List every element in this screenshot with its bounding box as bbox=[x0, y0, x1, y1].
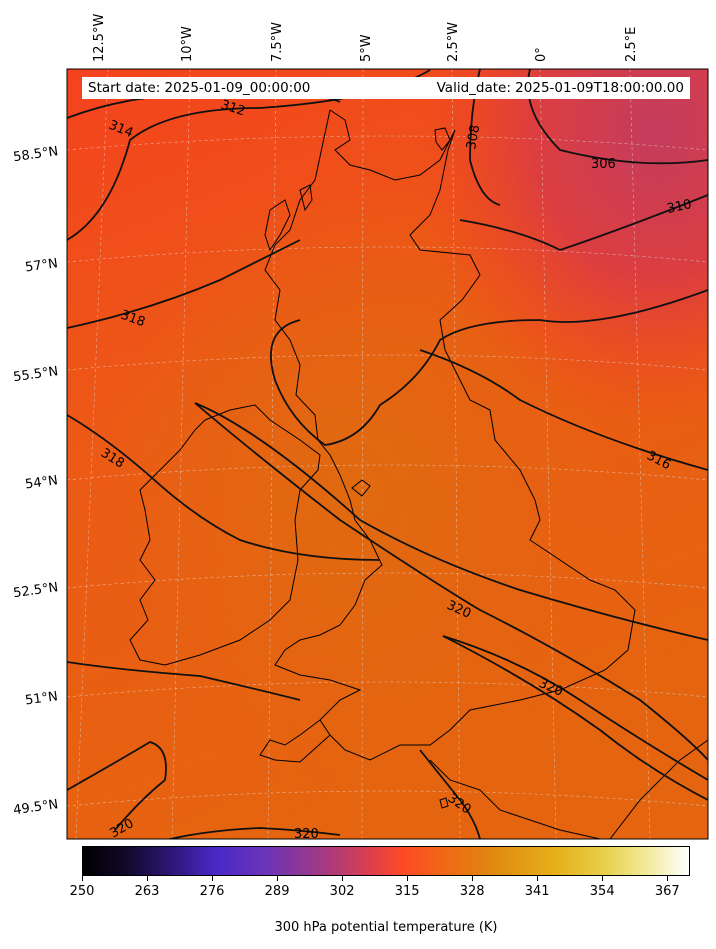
colorbar-tick bbox=[82, 876, 83, 881]
cool-region bbox=[67, 69, 708, 839]
colorbar-label: 300 hPa potential temperature (K) bbox=[274, 920, 498, 935]
longitude-label: 5°W bbox=[359, 34, 374, 62]
contour-310 bbox=[459, 194, 708, 251]
contour-318c bbox=[67, 661, 301, 701]
colorbar-tick-label: 315 bbox=[394, 884, 420, 899]
contour-316 bbox=[270, 289, 708, 446]
coastlines bbox=[129, 109, 708, 839]
contour-label: 308 bbox=[464, 124, 483, 151]
contour-320d bbox=[442, 635, 708, 801]
longitude-label: 2.5°W bbox=[446, 21, 461, 62]
colorbar-tick bbox=[212, 876, 214, 881]
colorbar-tick bbox=[472, 876, 474, 881]
contour-320a bbox=[194, 402, 708, 761]
colorbar-tick-label: 341 bbox=[524, 884, 550, 899]
longitude-label: 12.5°W bbox=[92, 13, 107, 62]
map-frame bbox=[66, 68, 709, 840]
colorbar-tick bbox=[342, 876, 344, 881]
colorbar-tick-label: 263 bbox=[134, 884, 160, 899]
date-banner: Start date: 2025-01-09_00:00:00 Valid_da… bbox=[82, 77, 690, 99]
start-date: Start date: 2025-01-09_00:00:00 bbox=[88, 80, 311, 96]
map-panel: 312 314 308 306 310 318 318 316 320 320 … bbox=[67, 69, 708, 842]
colorbar-tick-label: 289 bbox=[264, 884, 290, 899]
contour-318b bbox=[67, 414, 381, 561]
colorbar-tick-label: 354 bbox=[589, 884, 615, 899]
colorbar-tick-label: 367 bbox=[654, 884, 680, 899]
valid-date: Valid_date: 2025-01-09T18:00:00.00 bbox=[436, 80, 684, 96]
colorbar-tick bbox=[277, 876, 279, 881]
contour-label: 310 bbox=[666, 197, 693, 217]
longitude-label: 2.5°E bbox=[624, 26, 639, 62]
contour-320f bbox=[169, 827, 341, 839]
contour-label: 306 bbox=[591, 157, 616, 172]
graticule bbox=[67, 69, 708, 839]
contour-316b bbox=[419, 349, 708, 471]
longitude-label: 10°W bbox=[180, 26, 195, 62]
contour-320c bbox=[442, 635, 708, 781]
colorbar-tick bbox=[147, 876, 149, 881]
colorbar-tick bbox=[602, 876, 604, 881]
colorbar-tick bbox=[537, 876, 539, 881]
contour-320e bbox=[67, 741, 167, 831]
colorbar-tick bbox=[407, 876, 409, 881]
colorbar-tick-label: 328 bbox=[459, 884, 485, 899]
longitude-label: 0° bbox=[534, 47, 549, 62]
colorbar-tick bbox=[667, 876, 669, 881]
colorbar bbox=[82, 846, 690, 876]
colorbar-tick-label: 302 bbox=[329, 884, 355, 899]
contour-label: 312 bbox=[219, 98, 247, 120]
contour-320b bbox=[194, 402, 708, 641]
longitude-label: 7.5°W bbox=[270, 21, 285, 62]
colorbar-tick-label: 276 bbox=[199, 884, 225, 899]
contour-label: 320 bbox=[294, 827, 319, 842]
contour-318a bbox=[67, 239, 301, 329]
colorbar-tick-label: 250 bbox=[69, 884, 95, 899]
contour-320g bbox=[419, 749, 481, 839]
